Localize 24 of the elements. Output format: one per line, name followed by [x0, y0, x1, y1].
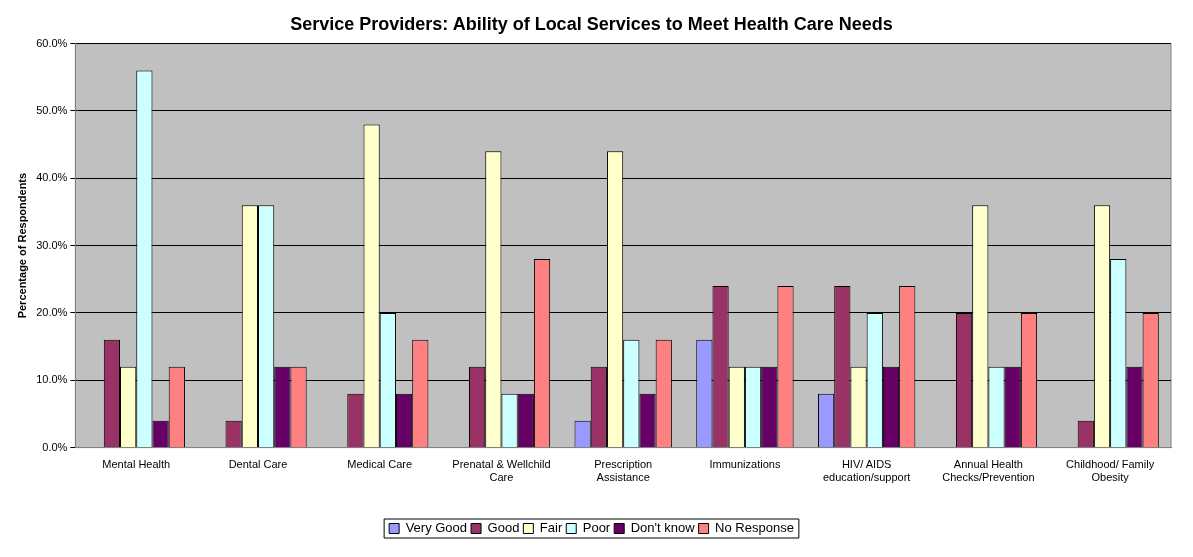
x-tick-label: Prenatal & Wellchild Care: [452, 458, 551, 484]
x-tick-label: Immunizations: [709, 458, 781, 471]
legend-label: Poor: [582, 520, 611, 536]
chart-title: Service Providers: Ability of Local Services to Meet Health Care Needs: [290, 13, 893, 34]
legend-label: Good: [487, 520, 520, 536]
x-tick-label: Prescription Assistance: [594, 458, 653, 484]
x-tick-label: Annual Health Checks/Prevention: [942, 458, 1035, 484]
x-tick-label: Medical Care: [347, 458, 413, 471]
legend-label: Fair: [539, 520, 563, 536]
legend-label: No Response: [715, 520, 794, 536]
legend-label: Don't know: [630, 520, 696, 536]
legend-label: Very Good: [405, 520, 468, 536]
x-tick-label: Mental Health: [102, 458, 171, 471]
y-axis-title: Percentage of Respondents: [15, 172, 28, 319]
y-tick-label: 50.0%: [36, 103, 68, 116]
y-tick-label: 40.0%: [36, 171, 68, 184]
x-tick-label: Dental Care: [228, 458, 288, 471]
y-tick-label: 10.0%: [36, 373, 68, 386]
y-tick-label: 20.0%: [36, 305, 68, 318]
x-tick-label: HIV/ AIDS education/support: [822, 458, 911, 484]
y-tick-label: 30.0%: [36, 238, 68, 251]
x-tick-label: Childhood/ Family Obesity: [1066, 458, 1155, 484]
y-tick-label: 60.0%: [36, 36, 68, 49]
y-tick-label: 0.0%: [42, 440, 68, 453]
